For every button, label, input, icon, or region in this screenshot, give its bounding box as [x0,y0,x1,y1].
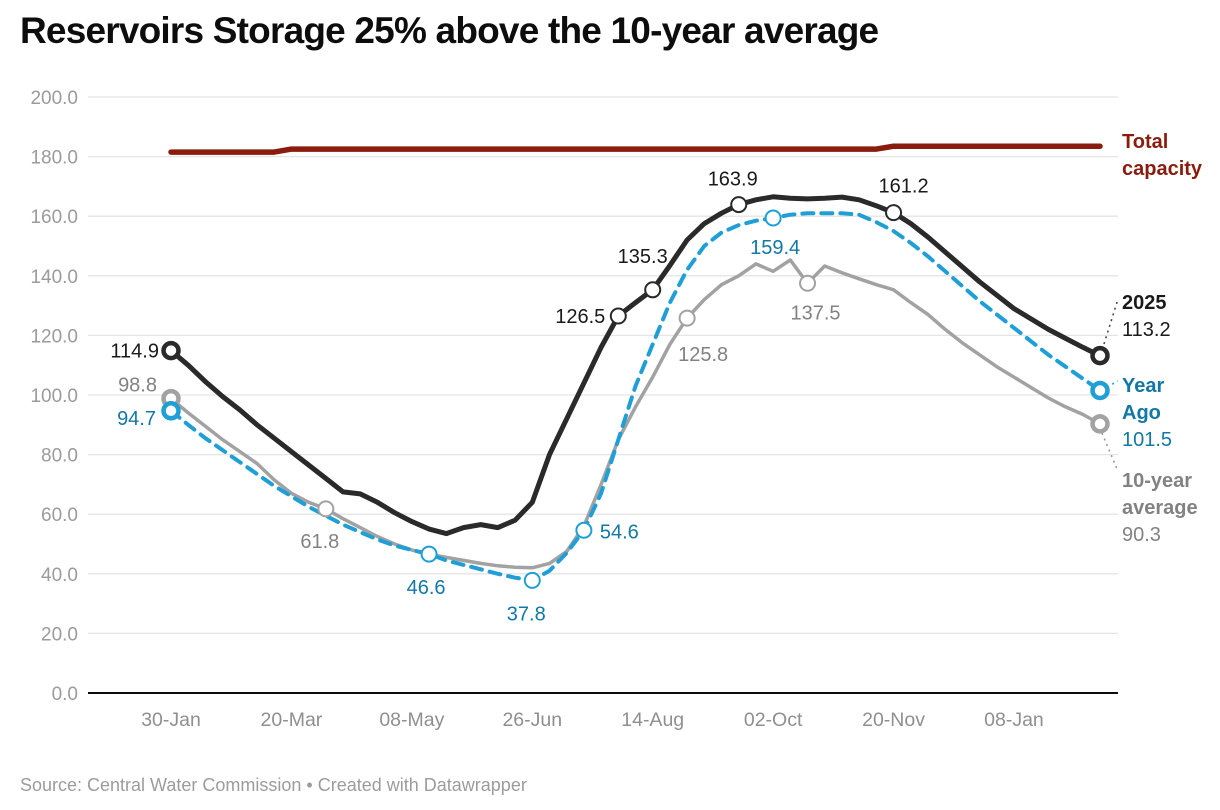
end-label-value: 90.3 [1122,523,1161,546]
data-point-marker [161,340,181,361]
point-value-label: 161.2 [879,176,929,198]
x-tick-label: 08-Jan [984,709,1044,731]
point-value-label: 94.7 [117,408,156,430]
data-point-marker [1090,380,1110,401]
end-label-10-year-average: 10-year average 90.3 [1122,468,1218,549]
end-label-total-capacity: Total capacity [1122,129,1218,183]
leader-line [1106,380,1119,388]
end-label-name: capacity [1122,158,1203,181]
x-tick-label: 20-Mar [261,709,323,731]
data-point-marker [799,274,817,292]
point-value-label: 54.6 [600,521,639,543]
point-value-label: 37.8 [507,603,546,625]
y-tick-label: 40.0 [41,565,78,586]
y-tick-label: 140.0 [30,267,78,288]
data-point-marker [317,500,335,518]
x-tick-label: 30-Jan [141,709,201,731]
leader-line [1103,298,1119,345]
data-point-marker [420,545,438,563]
data-point-marker [678,309,696,327]
data-point-marker [764,209,782,227]
y-tick-label: 20.0 [41,624,78,645]
end-label-name: Total [1122,131,1169,154]
x-tick-label: 02-Oct [744,709,803,731]
end-label-value: 113.2 [1122,318,1171,341]
point-value-label: 125.8 [678,344,728,366]
end-label-name: 2025 [1122,291,1167,314]
point-value-label: 135.3 [618,246,668,268]
y-tick-label: 200.0 [30,88,78,109]
y-tick-label: 0.0 [52,684,78,705]
point-value-label: 46.6 [407,577,446,599]
end-label-name: 10-year [1122,469,1193,492]
end-label-2025: 2025 113.2 [1122,290,1218,344]
data-point-marker [644,281,662,299]
data-point-marker [609,307,627,325]
x-tick-label: 20-Nov [862,709,925,731]
source-attribution: Source: Central Water Commission • Creat… [20,775,527,795]
x-tick-label: 14-Aug [621,709,684,731]
y-tick-label: 160.0 [30,207,78,228]
series-line-2025 [168,194,1103,537]
data-point-marker [575,521,593,539]
series-lines [168,143,1103,583]
point-labels: 98.8 61.8 125.8 137.5 94.7 46.6 37.8 54.6 159.4 1… [108,167,930,628]
point-value-label: 126.5 [555,306,605,328]
end-label-name: average [1122,496,1198,519]
gridlines [88,96,1118,694]
data-point-marker [730,196,748,214]
end-label-value: 101.5 [1122,428,1173,451]
data-point-marker [161,401,181,421]
leader-line [1101,432,1118,470]
chart-title: Reservoirs Storage 25% above the 10-year… [20,10,879,51]
data-point-markers [161,196,1110,589]
end-label-year-ago: Year Ago 101.5 [1122,373,1218,454]
series-line-total-capacity [168,143,1103,155]
series-line-year-ago [169,211,1102,583]
x-tick-label: 08-May [379,709,444,731]
leader-lines [1101,298,1119,470]
y-tick-label: 100.0 [30,386,78,407]
point-value-label: 114.9 [110,341,159,363]
y-tick-label: 80.0 [41,446,78,467]
data-point-marker [1090,345,1110,366]
end-label-name: Year [1122,374,1165,397]
y-tick-label: 60.0 [41,505,78,526]
data-point-marker [1090,414,1110,434]
end-label-name: Ago [1122,401,1161,424]
y-tick-label: 120.0 [30,326,78,347]
point-value-label: 137.5 [791,302,841,324]
data-point-marker [523,571,541,589]
y-tick-label: 180.0 [30,148,78,169]
x-tick-label: 26-Jun [502,709,562,731]
point-value-label: 61.8 [300,531,339,553]
point-value-label: 163.9 [708,169,758,191]
point-value-label: 159.4 [750,237,800,259]
axis-labels: 0.0 20.0 40.0 60.0 80.0 100.0 120.0 140.0 160.0 1… [30,88,1043,731]
point-value-label: 98.8 [118,375,157,397]
data-point-marker [885,204,903,222]
